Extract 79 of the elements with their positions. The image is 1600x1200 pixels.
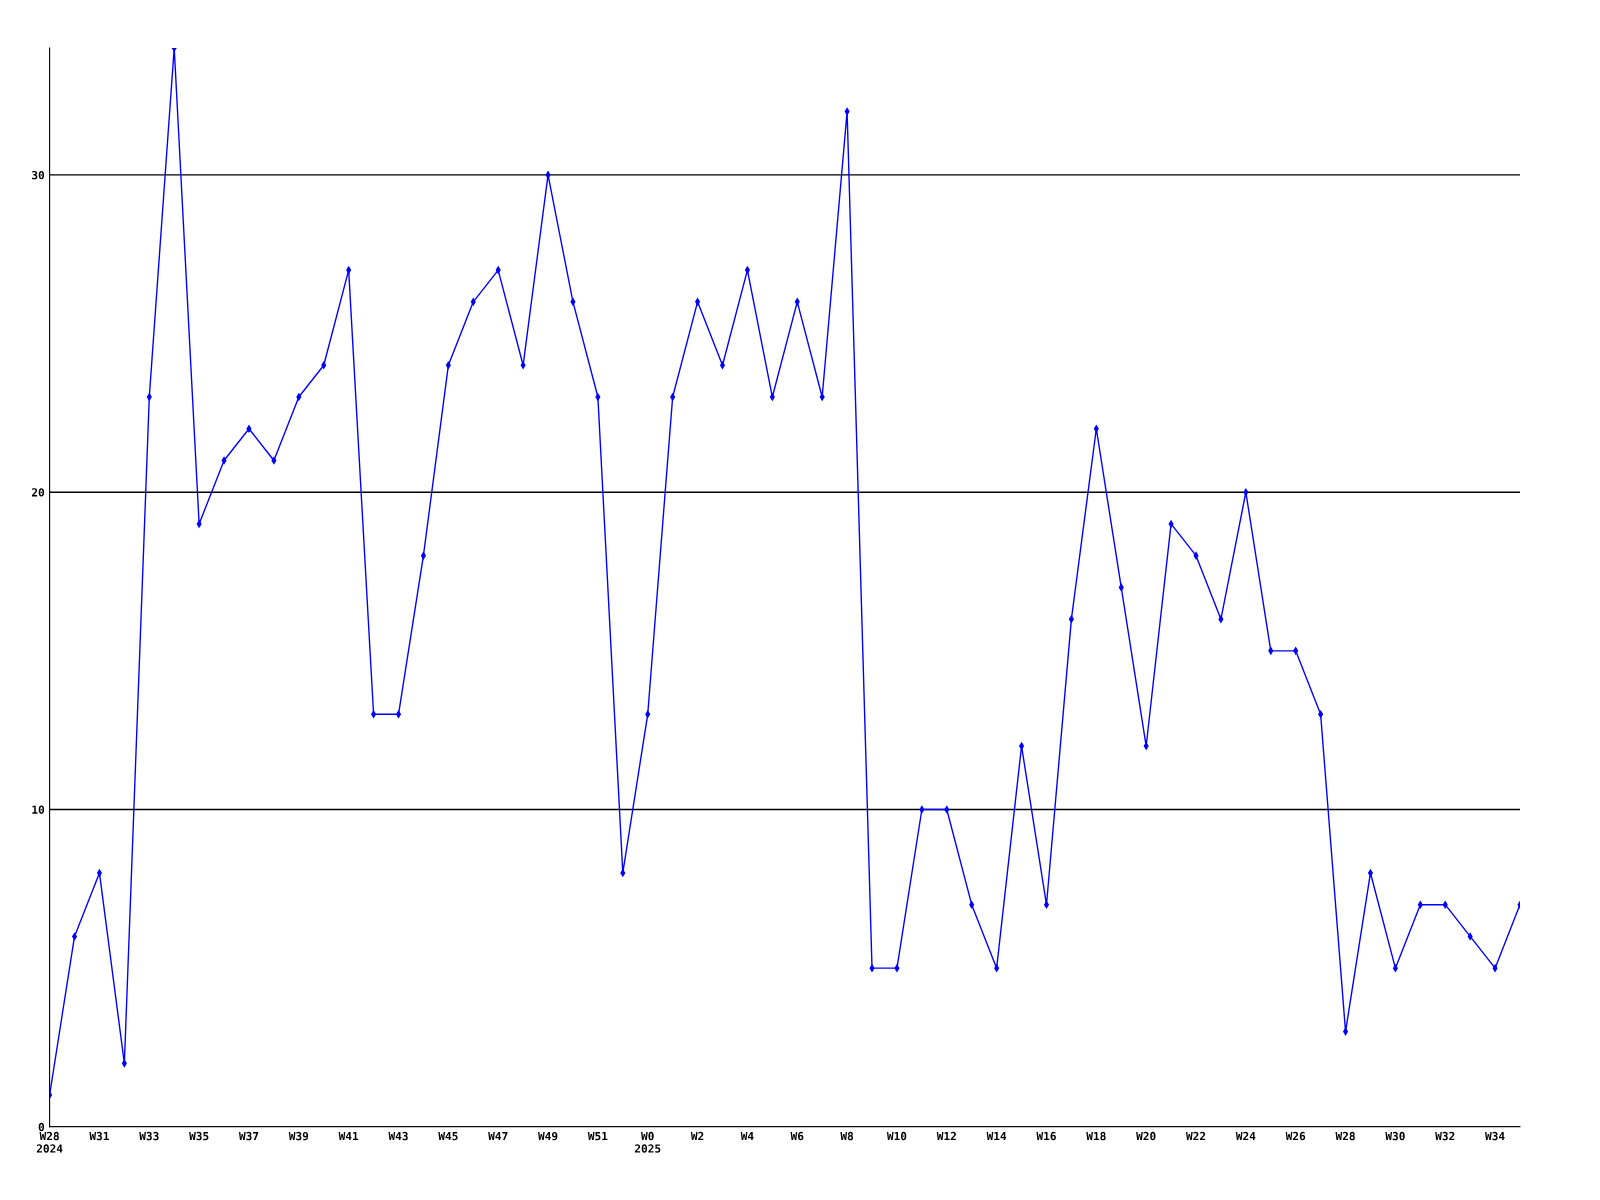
y-tick-label: 10 bbox=[32, 805, 45, 814]
x-tick-label: W31 bbox=[89, 1131, 109, 1141]
point bbox=[1193, 552, 1199, 560]
point bbox=[1268, 647, 1274, 655]
point bbox=[296, 393, 302, 401]
point bbox=[645, 710, 651, 718]
x-tick-label: W12 bbox=[936, 1131, 956, 1141]
point bbox=[146, 393, 152, 401]
point bbox=[420, 552, 426, 560]
point bbox=[196, 520, 202, 528]
x-tick-label: W20 bbox=[1136, 1131, 1156, 1141]
x-tick-label: W43 bbox=[388, 1131, 408, 1141]
x-tick-label: W32 bbox=[1435, 1131, 1455, 1141]
point bbox=[171, 48, 177, 52]
point bbox=[794, 298, 800, 306]
point bbox=[994, 964, 1000, 972]
point bbox=[121, 1059, 127, 1067]
point bbox=[1168, 520, 1174, 528]
point bbox=[695, 298, 701, 306]
point bbox=[969, 901, 975, 909]
point bbox=[1243, 488, 1249, 496]
x-tick-label: W41 bbox=[338, 1132, 359, 1141]
y-tick-label: 30 bbox=[32, 170, 45, 180]
x-tick-label: W14 bbox=[986, 1132, 1007, 1141]
x-tick-label: W2 bbox=[690, 1131, 704, 1141]
point bbox=[495, 266, 501, 274]
point bbox=[819, 393, 825, 401]
point bbox=[1417, 901, 1423, 909]
x-tick-label: W30 bbox=[1385, 1131, 1405, 1141]
point bbox=[321, 361, 327, 369]
point bbox=[869, 964, 875, 972]
x-tick-label: W18 bbox=[1086, 1131, 1106, 1141]
x-tick-label: W24 bbox=[1235, 1131, 1256, 1141]
x-tick-label: W0 2025 bbox=[634, 1131, 661, 1153]
x-tick-label: W49 bbox=[538, 1131, 558, 1141]
x-tick-label: W6 bbox=[790, 1131, 804, 1141]
point bbox=[1218, 615, 1224, 623]
y-tick-label: 20 bbox=[31, 488, 45, 497]
point bbox=[1068, 615, 1074, 623]
point bbox=[520, 361, 526, 369]
point bbox=[1492, 964, 1498, 972]
point bbox=[744, 266, 750, 274]
x-tick-label: W16 bbox=[1036, 1131, 1056, 1141]
point bbox=[1293, 647, 1299, 655]
point bbox=[545, 171, 551, 179]
x-tick-label: W51 bbox=[587, 1132, 608, 1141]
point bbox=[346, 266, 352, 274]
y-tick-label: 0 bbox=[38, 1122, 45, 1132]
point bbox=[1143, 742, 1149, 750]
point bbox=[769, 393, 775, 401]
x-tick-label: W4 bbox=[740, 1132, 754, 1141]
point bbox=[371, 710, 377, 718]
point bbox=[1442, 901, 1448, 909]
point bbox=[1392, 964, 1398, 972]
x-tick-label: W28 2024 bbox=[36, 1131, 63, 1153]
x-tick-label: W34 bbox=[1485, 1131, 1505, 1141]
x-tick-label: W45 bbox=[438, 1132, 458, 1141]
point bbox=[246, 425, 252, 433]
x-tick-label: W37 bbox=[238, 1131, 259, 1141]
point bbox=[1093, 425, 1099, 433]
point bbox=[570, 298, 576, 306]
x-tick-label: W8 bbox=[840, 1131, 854, 1141]
point bbox=[1019, 742, 1025, 750]
point bbox=[96, 869, 102, 877]
x-tick-label: W10 bbox=[886, 1131, 907, 1141]
point bbox=[894, 964, 900, 972]
point bbox=[670, 393, 676, 401]
x-tick-label: W22 bbox=[1185, 1131, 1206, 1141]
point bbox=[445, 361, 451, 369]
x-tick-label: W33 bbox=[139, 1131, 159, 1141]
x-tick-label: W28 bbox=[1335, 1131, 1355, 1141]
point bbox=[620, 869, 626, 877]
x-tick-label: W35 bbox=[189, 1131, 209, 1141]
point bbox=[1318, 710, 1324, 718]
x-tick-label: W39 bbox=[288, 1131, 309, 1141]
x-tick-label: W47 bbox=[488, 1132, 508, 1141]
x-tick-label: W26 bbox=[1285, 1131, 1306, 1141]
point bbox=[595, 393, 601, 401]
point bbox=[470, 298, 476, 306]
